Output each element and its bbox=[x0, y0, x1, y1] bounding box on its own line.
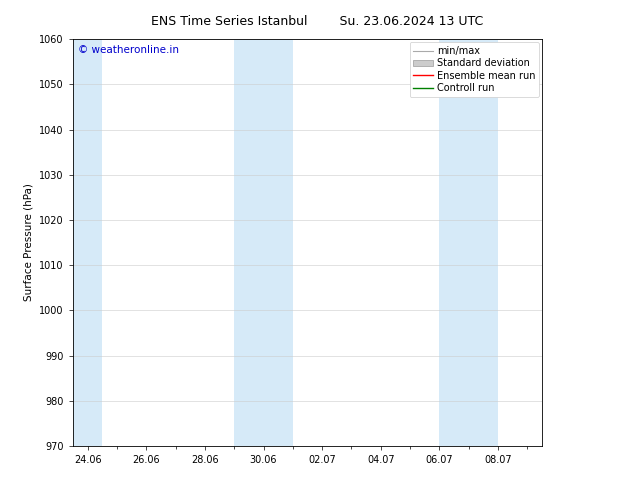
Bar bbox=[234, 39, 293, 446]
Bar bbox=[73, 39, 102, 446]
Bar bbox=[439, 39, 498, 446]
Legend: min/max, Standard deviation, Ensemble mean run, Controll run: min/max, Standard deviation, Ensemble me… bbox=[410, 42, 539, 97]
Text: © weatheronline.in: © weatheronline.in bbox=[77, 45, 179, 55]
Text: ENS Time Series Istanbul        Su. 23.06.2024 13 UTC: ENS Time Series Istanbul Su. 23.06.2024 … bbox=[151, 15, 483, 28]
Y-axis label: Surface Pressure (hPa): Surface Pressure (hPa) bbox=[23, 184, 34, 301]
